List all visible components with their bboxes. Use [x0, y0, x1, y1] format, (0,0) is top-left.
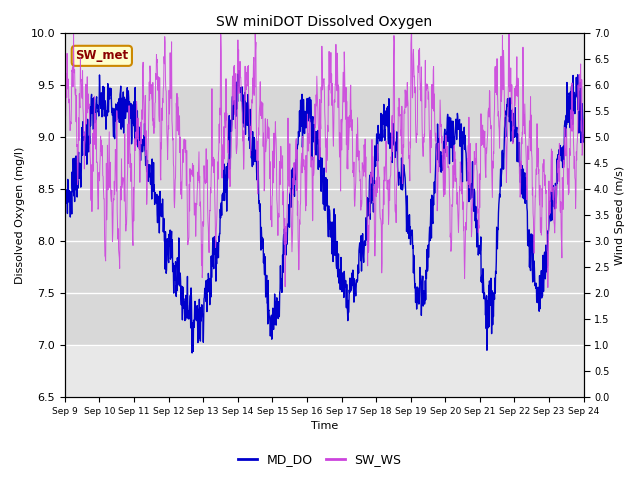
MD_DO	[405, 236, 413, 241]
Line: SW_WS: SW_WS	[65, 33, 584, 288]
Text: SW_met: SW_met	[76, 49, 129, 62]
SW_WS	[70, 30, 77, 36]
MD_DO	[61, 178, 68, 184]
Title: SW miniDOT Dissolved Oxygen: SW miniDOT Dissolved Oxygen	[216, 15, 432, 29]
MD_DO	[235, 68, 243, 73]
MD_DO	[188, 350, 196, 356]
SW_WS	[580, 117, 588, 123]
SW_WS	[235, 47, 243, 53]
Y-axis label: Dissolved Oxygen (mg/l): Dissolved Oxygen (mg/l)	[15, 146, 25, 284]
MD_DO	[580, 132, 588, 138]
SW_WS	[61, 81, 68, 87]
SW_WS	[544, 285, 552, 290]
SW_WS	[518, 130, 526, 135]
Y-axis label: Wind Speed (m/s): Wind Speed (m/s)	[615, 166, 625, 264]
MD_DO	[177, 270, 184, 276]
SW_WS	[473, 155, 481, 160]
MD_DO	[235, 84, 243, 90]
SW_WS	[164, 141, 172, 146]
SW_WS	[405, 156, 413, 161]
X-axis label: Time: Time	[310, 421, 338, 432]
Legend: MD_DO, SW_WS: MD_DO, SW_WS	[234, 448, 406, 471]
Bar	[65, 85, 584, 345]
SW_WS	[177, 172, 184, 178]
MD_DO	[519, 195, 527, 201]
MD_DO	[473, 244, 481, 250]
Line: MD_DO: MD_DO	[65, 71, 584, 353]
MD_DO	[164, 246, 172, 252]
